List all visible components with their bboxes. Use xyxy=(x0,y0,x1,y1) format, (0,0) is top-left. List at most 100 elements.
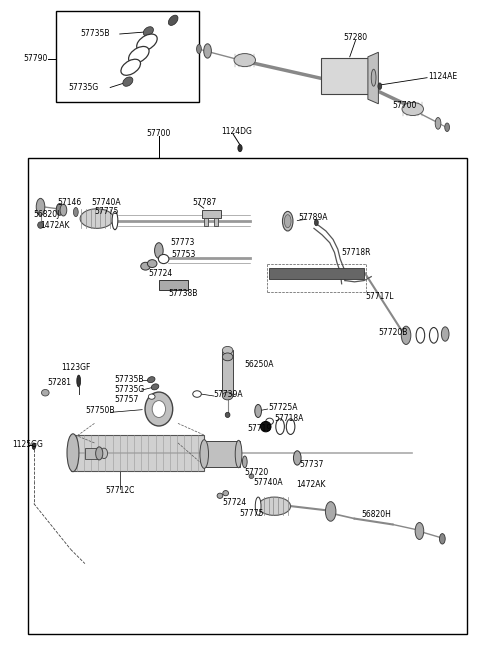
Ellipse shape xyxy=(152,401,166,417)
Ellipse shape xyxy=(378,83,382,90)
Text: 56820H: 56820H xyxy=(362,510,392,519)
Ellipse shape xyxy=(282,212,293,231)
Ellipse shape xyxy=(193,391,201,398)
Ellipse shape xyxy=(123,77,133,86)
Ellipse shape xyxy=(222,353,233,361)
Text: 57753: 57753 xyxy=(172,250,196,259)
Ellipse shape xyxy=(60,204,67,216)
Bar xyxy=(204,218,207,226)
Ellipse shape xyxy=(137,34,157,51)
Text: 57750B: 57750B xyxy=(85,406,114,415)
Bar xyxy=(85,447,99,459)
Text: 57773: 57773 xyxy=(171,238,195,247)
Ellipse shape xyxy=(145,392,173,426)
Ellipse shape xyxy=(80,209,114,229)
Text: 57281: 57281 xyxy=(47,379,71,388)
Bar xyxy=(202,210,221,218)
Ellipse shape xyxy=(222,392,233,400)
Text: 57724: 57724 xyxy=(148,269,173,278)
Text: 57787: 57787 xyxy=(192,198,216,207)
Ellipse shape xyxy=(197,45,201,54)
Ellipse shape xyxy=(96,447,103,460)
Ellipse shape xyxy=(402,102,423,115)
Text: 57789A: 57789A xyxy=(298,213,328,222)
Ellipse shape xyxy=(430,328,438,343)
Text: 57775: 57775 xyxy=(239,509,264,518)
Ellipse shape xyxy=(168,15,178,26)
Ellipse shape xyxy=(255,404,262,417)
Text: 57720: 57720 xyxy=(245,468,269,477)
Ellipse shape xyxy=(200,440,208,468)
Ellipse shape xyxy=(32,443,36,449)
Ellipse shape xyxy=(258,497,290,515)
Text: 57146: 57146 xyxy=(58,198,82,207)
Bar xyxy=(28,158,467,634)
Text: 57280: 57280 xyxy=(343,33,368,42)
Text: 1472AK: 1472AK xyxy=(296,479,326,489)
Ellipse shape xyxy=(242,456,247,468)
Ellipse shape xyxy=(36,198,45,215)
Ellipse shape xyxy=(225,412,230,417)
Text: 57738B: 57738B xyxy=(168,289,198,298)
Text: 57740A: 57740A xyxy=(253,478,283,487)
Ellipse shape xyxy=(314,219,318,226)
Ellipse shape xyxy=(284,215,291,228)
Ellipse shape xyxy=(204,44,211,58)
Ellipse shape xyxy=(266,418,274,424)
Bar xyxy=(222,350,233,396)
Bar xyxy=(204,441,240,467)
Text: 56250A: 56250A xyxy=(245,360,274,369)
Text: 57737: 57737 xyxy=(299,460,324,469)
Ellipse shape xyxy=(401,326,411,345)
Bar xyxy=(214,218,218,226)
Ellipse shape xyxy=(415,523,424,540)
Bar xyxy=(269,268,364,278)
Ellipse shape xyxy=(261,421,271,432)
Ellipse shape xyxy=(141,262,150,270)
Ellipse shape xyxy=(276,419,284,434)
Text: 1124DG: 1124DG xyxy=(221,127,252,136)
Bar xyxy=(71,435,204,471)
Ellipse shape xyxy=(144,27,154,36)
Ellipse shape xyxy=(41,390,49,396)
Text: 57739A: 57739A xyxy=(214,390,243,398)
Ellipse shape xyxy=(442,327,449,341)
Text: 57757: 57757 xyxy=(114,395,138,403)
Ellipse shape xyxy=(121,59,141,75)
Ellipse shape xyxy=(440,534,445,544)
Text: 57735G: 57735G xyxy=(68,83,98,92)
Bar xyxy=(159,280,188,290)
Text: 57790: 57790 xyxy=(23,54,47,64)
Text: 57775: 57775 xyxy=(95,207,119,216)
Bar xyxy=(56,11,199,102)
Text: 57735G: 57735G xyxy=(114,385,144,394)
Text: 56820J: 56820J xyxy=(34,210,60,219)
Bar xyxy=(321,58,369,94)
Text: 57719: 57719 xyxy=(248,424,272,433)
Ellipse shape xyxy=(416,328,425,343)
Ellipse shape xyxy=(217,493,223,498)
Ellipse shape xyxy=(293,451,301,465)
Text: 57717L: 57717L xyxy=(365,291,394,301)
Ellipse shape xyxy=(77,375,81,387)
Ellipse shape xyxy=(325,502,336,521)
Text: 1123GF: 1123GF xyxy=(61,364,90,373)
Ellipse shape xyxy=(158,254,169,263)
Ellipse shape xyxy=(223,491,228,496)
Ellipse shape xyxy=(222,346,233,354)
Ellipse shape xyxy=(147,259,157,267)
Ellipse shape xyxy=(255,497,261,515)
Text: 1472AK: 1472AK xyxy=(40,221,70,230)
Ellipse shape xyxy=(129,47,149,64)
Ellipse shape xyxy=(235,440,242,468)
Ellipse shape xyxy=(238,145,242,152)
Text: 57718A: 57718A xyxy=(275,415,304,423)
Text: 57700: 57700 xyxy=(147,128,171,138)
Text: 57712C: 57712C xyxy=(105,486,134,495)
Text: 57724: 57724 xyxy=(222,498,246,507)
Ellipse shape xyxy=(435,117,441,129)
Text: 1124AE: 1124AE xyxy=(429,72,457,81)
Ellipse shape xyxy=(67,434,79,472)
Ellipse shape xyxy=(155,243,163,258)
Ellipse shape xyxy=(147,377,155,383)
